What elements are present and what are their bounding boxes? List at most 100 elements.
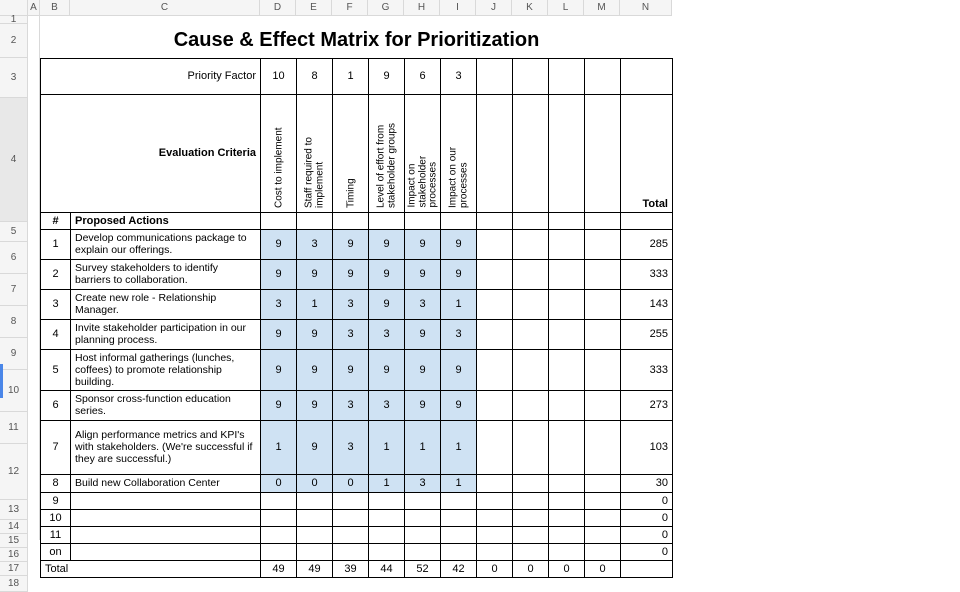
action-text[interactable]: Develop communications package to explai… [71, 229, 261, 259]
action-text[interactable] [71, 526, 261, 543]
score-cell[interactable] [513, 420, 549, 474]
score-cell[interactable] [333, 526, 369, 543]
score-cell[interactable]: 9 [297, 319, 333, 349]
score-cell[interactable] [513, 543, 549, 560]
score-cell[interactable] [549, 390, 585, 420]
col-header-J[interactable]: J [476, 0, 512, 16]
col-header-F[interactable]: F [332, 0, 368, 16]
score-cell[interactable]: 9 [261, 390, 297, 420]
score-cell[interactable]: 3 [369, 390, 405, 420]
score-cell[interactable]: 3 [369, 319, 405, 349]
row-header-13[interactable]: 13 [0, 500, 28, 520]
score-cell[interactable] [477, 474, 513, 492]
priority-factor-4[interactable]: 6 [405, 58, 441, 94]
score-cell[interactable] [477, 259, 513, 289]
score-cell[interactable] [477, 526, 513, 543]
score-cell[interactable]: 3 [405, 474, 441, 492]
score-cell[interactable] [261, 509, 297, 526]
score-cell[interactable] [513, 390, 549, 420]
score-cell[interactable]: 9 [297, 259, 333, 289]
score-cell[interactable] [477, 349, 513, 390]
priority-factor-3[interactable]: 9 [369, 58, 405, 94]
score-cell[interactable] [513, 492, 549, 509]
row-header-15[interactable]: 15 [0, 534, 28, 548]
score-cell[interactable] [369, 509, 405, 526]
score-cell[interactable]: 3 [333, 420, 369, 474]
score-cell[interactable]: 1 [369, 474, 405, 492]
score-cell[interactable] [405, 543, 441, 560]
score-cell[interactable] [585, 509, 621, 526]
score-cell[interactable]: 3 [297, 229, 333, 259]
score-cell[interactable] [549, 319, 585, 349]
score-cell[interactable]: 0 [297, 474, 333, 492]
score-cell[interactable] [441, 509, 477, 526]
score-cell[interactable]: 9 [369, 289, 405, 319]
score-cell[interactable] [585, 420, 621, 474]
row-header-7[interactable]: 7 [0, 274, 28, 306]
action-text[interactable]: Sponsor cross-function education series. [71, 390, 261, 420]
score-cell[interactable] [441, 526, 477, 543]
score-cell[interactable]: 9 [297, 390, 333, 420]
score-cell[interactable] [585, 319, 621, 349]
score-cell[interactable] [333, 509, 369, 526]
col-header-N[interactable]: N [620, 0, 672, 16]
row-header-14[interactable]: 14 [0, 520, 28, 534]
action-text[interactable]: Host informal gatherings (lunches, coffe… [71, 349, 261, 390]
score-cell[interactable]: 9 [333, 349, 369, 390]
row-header-11[interactable]: 11 [0, 412, 28, 444]
score-cell[interactable]: 3 [405, 289, 441, 319]
score-cell[interactable] [585, 349, 621, 390]
score-cell[interactable]: 9 [369, 229, 405, 259]
score-cell[interactable]: 0 [333, 474, 369, 492]
score-cell[interactable]: 9 [405, 229, 441, 259]
col-header-I[interactable]: I [440, 0, 476, 16]
score-cell[interactable] [261, 492, 297, 509]
score-cell[interactable] [369, 543, 405, 560]
row-header-5[interactable]: 5 [0, 222, 28, 242]
action-text[interactable] [71, 492, 261, 509]
score-cell[interactable] [369, 492, 405, 509]
score-cell[interactable] [549, 543, 585, 560]
score-cell[interactable]: 1 [297, 289, 333, 319]
action-text[interactable]: Create new role - Relationship Manager. [71, 289, 261, 319]
row-header-1[interactable]: 1 [0, 16, 28, 24]
row-header-10[interactable]: 10 [0, 370, 28, 412]
col-header-G[interactable]: G [368, 0, 404, 16]
row-header-3[interactable]: 3 [0, 58, 28, 98]
row-header-6[interactable]: 6 [0, 242, 28, 274]
score-cell[interactable]: 9 [405, 259, 441, 289]
score-cell[interactable] [549, 420, 585, 474]
col-header-M[interactable]: M [584, 0, 620, 16]
score-cell[interactable] [549, 526, 585, 543]
priority-factor-2[interactable]: 1 [333, 58, 369, 94]
score-cell[interactable] [297, 492, 333, 509]
score-cell[interactable] [549, 289, 585, 319]
score-cell[interactable]: 1 [369, 420, 405, 474]
score-cell[interactable]: 9 [261, 229, 297, 259]
score-cell[interactable] [585, 474, 621, 492]
score-cell[interactable] [405, 492, 441, 509]
score-cell[interactable]: 9 [441, 390, 477, 420]
score-cell[interactable]: 9 [405, 319, 441, 349]
row-header-18[interactable]: 18 [0, 576, 28, 592]
col-header-C[interactable]: C [70, 0, 260, 16]
action-text[interactable]: Survey stakeholders to identify barriers… [71, 259, 261, 289]
priority-factor-0[interactable]: 10 [261, 58, 297, 94]
action-text[interactable] [71, 543, 261, 560]
score-cell[interactable]: 0 [261, 474, 297, 492]
score-cell[interactable] [549, 492, 585, 509]
score-cell[interactable] [513, 509, 549, 526]
priority-factor-5[interactable]: 3 [441, 58, 477, 94]
score-cell[interactable]: 1 [405, 420, 441, 474]
score-cell[interactable] [297, 509, 333, 526]
col-header-E[interactable]: E [296, 0, 332, 16]
priority-factor-9[interactable] [585, 58, 621, 94]
action-text[interactable] [71, 509, 261, 526]
score-cell[interactable] [513, 259, 549, 289]
col-header-H[interactable]: H [404, 0, 440, 16]
score-cell[interactable]: 3 [333, 289, 369, 319]
score-cell[interactable] [477, 509, 513, 526]
score-cell[interactable] [513, 319, 549, 349]
score-cell[interactable]: 1 [261, 420, 297, 474]
col-header-L[interactable]: L [548, 0, 584, 16]
